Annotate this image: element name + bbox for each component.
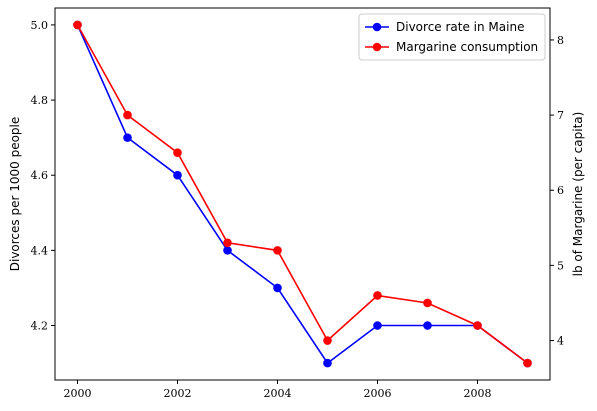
series-2-point (273, 246, 282, 255)
y-left-axis-label: Divorces per 1000 people (8, 117, 22, 272)
series-2-point (223, 238, 232, 248)
legend-label-1: Divorce rate in Maine (396, 20, 524, 34)
y-right-tick-label: 4 (557, 335, 564, 348)
legend-marker-1 (372, 22, 382, 32)
y-right-tick-label: 7 (557, 109, 564, 122)
y-left-tick-label: 4.8 (31, 94, 49, 107)
y-right-tick-label: 6 (557, 184, 564, 197)
series-2-point (473, 321, 482, 330)
plot-area (73, 20, 532, 368)
y-left-tick-label: 4.6 (31, 169, 49, 182)
y-left-tick-label: 4.4 (31, 244, 49, 257)
series-2-point (123, 110, 132, 120)
legend-marker-2 (372, 42, 382, 52)
legend-box (358, 13, 546, 61)
x-tick-label: 2008 (464, 387, 492, 400)
series-1-point (123, 133, 132, 142)
series-2-point (173, 148, 182, 157)
x-tick-label: 2002 (164, 387, 192, 400)
series-2-point (373, 291, 382, 300)
series-line-2 (76, 24, 528, 364)
series-line-1 (76, 24, 528, 365)
series-2-point (523, 358, 532, 368)
series-1-point (373, 321, 382, 330)
series-2-point (73, 20, 82, 30)
y-right-tick-label: 8 (557, 34, 564, 47)
legend: Divorce rate in Maine Margarine consumpti… (358, 13, 546, 61)
series-2-point (323, 336, 332, 345)
x-tick-label: 2006 (364, 387, 392, 400)
series-2-point (423, 298, 432, 308)
y-right-tick-label: 5 (557, 259, 564, 272)
series-1-point (173, 170, 182, 180)
x-tick-label: 2004 (264, 387, 292, 400)
series-1-point (223, 246, 232, 255)
x-tick-label: 2000 (64, 387, 92, 400)
y-left-tick-label: 4.2 (31, 320, 49, 333)
series-1-point (323, 358, 332, 368)
series-1-point (423, 321, 432, 330)
axes: 2000 2002 2004 2006 2008 4.2 4.4 4.6 4.8 5.0 4 5 6 7 8… (8, 7, 585, 400)
legend-label-2: Margarine consumption (396, 40, 538, 54)
plot-frame (54, 7, 551, 381)
y-left-tick-label: 5.0 (31, 19, 49, 32)
series-1-point (273, 283, 282, 293)
y-right-axis-label: lb of Margarine (per capita) (571, 112, 585, 277)
